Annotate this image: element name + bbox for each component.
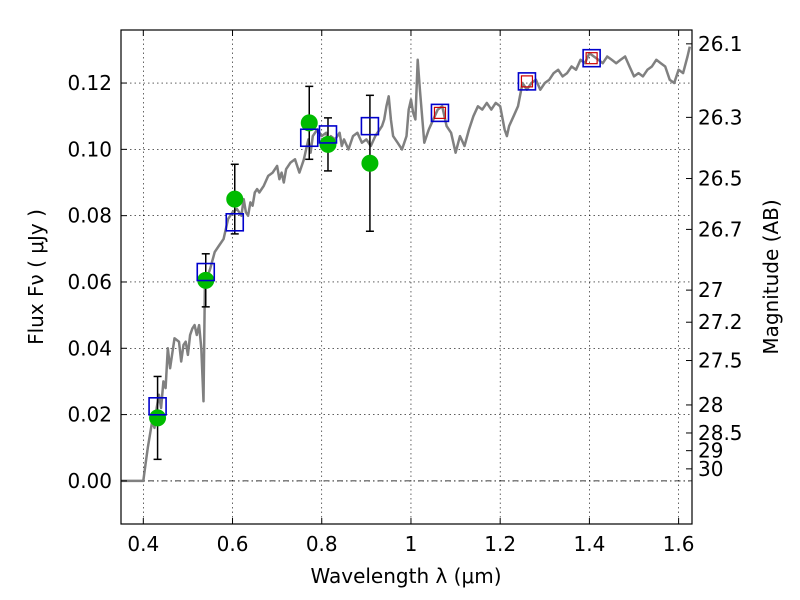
- model-square: [582, 48, 601, 68]
- magnitude-tick-label: 26.1: [698, 32, 743, 56]
- model-square: [517, 72, 537, 91]
- magnitude-tick-label: 28: [698, 393, 723, 417]
- y-tick-label: 0.00: [67, 469, 112, 493]
- inner-square: [520, 75, 534, 88]
- model-square: [225, 212, 245, 232]
- model-square: [196, 262, 216, 282]
- x-axis-ticks: 0.4 0.6 0.8 1 1.2 1.4 1.6: [127, 30, 695, 556]
- model-square: [318, 125, 338, 144]
- magnitude-tick-label: 27.2: [698, 310, 743, 334]
- x-tick-label: 1.4: [573, 532, 605, 556]
- magnitude-axis-label: Magnitude (AB): [759, 199, 783, 354]
- magnitude-tick-label: 27: [698, 278, 723, 302]
- spectrum-line: [121, 46, 692, 483]
- observed-point: [300, 114, 318, 132]
- y-tick-label: 0.10: [67, 137, 112, 161]
- observed-point: [319, 135, 337, 153]
- observed-point: [149, 409, 167, 427]
- magnitude-tick-label: 29: [698, 439, 723, 463]
- observed-point: [361, 154, 379, 172]
- y-axis-ticks: 0.00 0.02 0.04 0.06 0.08 0.10 0.12: [67, 71, 127, 493]
- model-square: [148, 397, 167, 416]
- x-axis-label: Wavelength λ (μm): [310, 564, 501, 588]
- y-tick-label: 0.06: [67, 270, 112, 294]
- magnitude-tick-label: 26.7: [698, 217, 743, 241]
- observed-point: [226, 190, 244, 208]
- y-tick-label: 0.02: [67, 403, 112, 427]
- y-tick-label: 0.08: [67, 204, 112, 228]
- y-tick-label: 0.12: [67, 71, 112, 95]
- x-tick-label: 0.6: [217, 532, 249, 556]
- y-axis-label: Flux Fν ( μJy ): [24, 209, 48, 345]
- magnitude-tick-label: 30: [698, 457, 723, 481]
- observed-points: [149, 114, 379, 427]
- x-tick-label: 1.2: [484, 532, 516, 556]
- magnitude-tick-label: 27.5: [698, 349, 743, 373]
- magnitude-tick-label: 26.5: [698, 167, 743, 191]
- plot-frame: [120, 29, 693, 525]
- x-tick-label: 0.4: [127, 532, 159, 556]
- magnitude-tick-label: 28.5: [698, 421, 743, 445]
- x-tick-label: 1: [405, 532, 418, 556]
- model-squares: [148, 48, 601, 416]
- inner-square: [585, 52, 598, 65]
- model-square: [299, 128, 319, 148]
- magnitude-tick-label: 26.3: [698, 105, 743, 129]
- x-tick-label: 0.8: [306, 532, 338, 556]
- model-square: [360, 116, 380, 136]
- model-spectrum: [121, 46, 692, 483]
- y-tick-label: 0.04: [67, 336, 112, 360]
- x-tick-label: 1.6: [663, 532, 695, 556]
- inner-square: [433, 106, 447, 119]
- model-square: [430, 103, 450, 123]
